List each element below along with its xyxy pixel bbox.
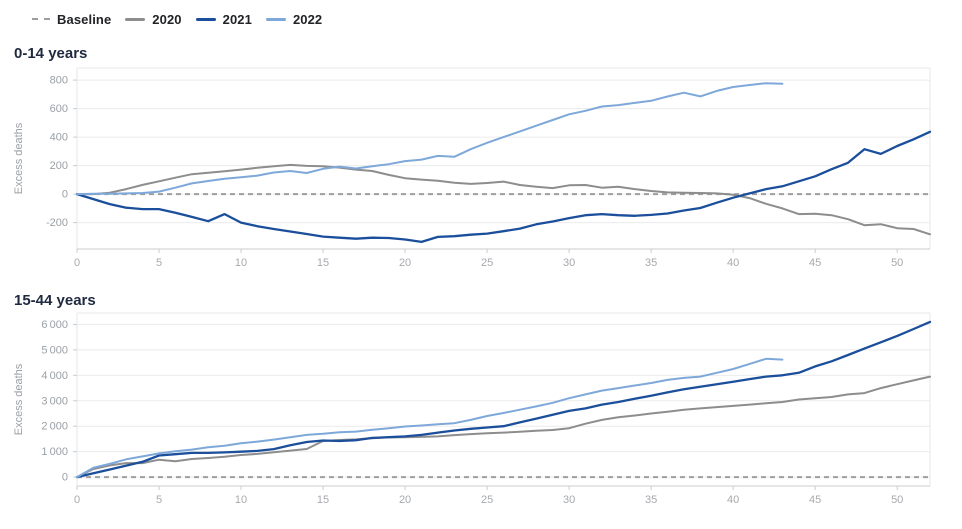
x-tick-label: 45 [809, 494, 821, 506]
legend-item-2021: 2021 [195, 11, 252, 27]
series-line-2021 [75, 320, 932, 479]
legend-line-swatch [125, 17, 146, 21]
legend-line-swatch [195, 17, 216, 21]
y-axis-title: Excess deaths [13, 122, 25, 194]
y-tick-label: 4 000 [41, 370, 68, 382]
legend-item-baseline: Baseline [32, 12, 111, 27]
chart-0-14-years: 800 600 400 200 0 -200 0 5 10 15 20 25 30 35 40 45 50 Exc… [13, 67, 932, 268]
x-tick-label: 50 [891, 494, 903, 506]
chart-15-44-years: 6 000 5 000 4 000 3 000 2 000 1 000 00 5 10 15 20 2… [13, 312, 932, 506]
x-tick-label: 0 [74, 257, 80, 268]
x-tick-label: 35 [645, 257, 657, 268]
legend-item-2022: 2022 [265, 11, 323, 27]
x-tick-label: 10 [235, 494, 247, 506]
legend-line-swatch [265, 17, 286, 21]
x-tick-label: 20 [399, 257, 411, 268]
legend-label: 2022 [292, 11, 323, 27]
series-line-2020 [76, 163, 931, 236]
y-tick-label: 0 [62, 472, 68, 484]
x-tick-label: 30 [563, 494, 575, 506]
legend-label: 2021 [222, 11, 252, 27]
x-tick-label: 25 [481, 494, 493, 506]
chart-title-15-44: 15-44 years [14, 292, 96, 309]
x-tick-label: 5 [156, 494, 162, 506]
y-tick-label: -200 [46, 217, 68, 229]
y-tick-label: 5 000 [41, 344, 68, 356]
y-tick-label: 6 000 [41, 319, 68, 331]
x-tick-label: 25 [481, 257, 493, 268]
legend-dashed-swatch [32, 18, 50, 20]
x-tick-label: 15 [317, 494, 329, 506]
x-tick-label: 35 [645, 494, 657, 506]
x-tick-label: 30 [563, 257, 575, 268]
chart-legend: Baseline 2020 2021 2022 [0, 0, 962, 28]
series-line-2022 [76, 82, 784, 196]
y-tick-label: 200 [50, 160, 68, 172]
x-tick-label: 20 [399, 494, 411, 506]
x-tick-label: 5 [156, 257, 162, 268]
series-line-2022 [76, 357, 784, 479]
y-tick-label: 3 000 [41, 395, 68, 407]
y-tick-label: 0 [62, 189, 68, 201]
y-tick-label: 2 000 [41, 421, 68, 433]
series-line-2020 [76, 375, 931, 479]
legend-label: Baseline [57, 11, 112, 27]
x-tick-label: 50 [891, 257, 903, 268]
y-tick-label: 600 [50, 103, 68, 115]
legend-label: 2020 [152, 11, 182, 27]
x-tick-label: 45 [809, 257, 821, 268]
x-tick-label: 10 [235, 257, 247, 268]
y-tick-label: 400 [50, 132, 68, 144]
x-tick-label: 0 [74, 494, 80, 506]
x-tick-label: 40 [727, 257, 739, 268]
x-tick-label: 15 [317, 257, 329, 268]
y-tick-label: 1 000 [41, 446, 68, 458]
chart-title-0-14: 0-14 years [14, 45, 88, 62]
series-line-2021 [75, 130, 932, 244]
y-axis-title: Excess deaths [13, 363, 25, 435]
legend-item-2020: 2020 [125, 11, 182, 27]
y-tick-label: 800 [50, 75, 68, 87]
x-tick-label: 40 [727, 494, 739, 506]
